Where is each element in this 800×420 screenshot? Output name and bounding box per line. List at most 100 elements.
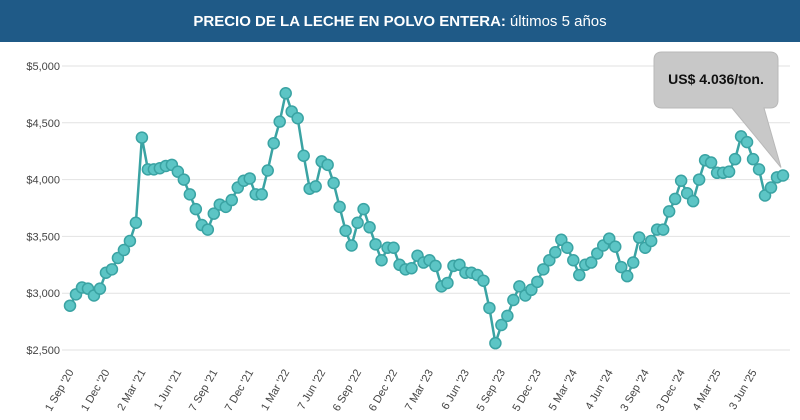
data-point [309,180,322,193]
data-point [279,87,292,100]
y-tick-label: $3,000 [26,288,60,300]
data-point [608,240,622,253]
data-point [225,193,239,207]
data-point [501,309,514,323]
data-point [189,202,203,216]
x-tick-label: 7 Sep '21 [187,368,220,414]
data-point [668,192,682,206]
data-point [537,263,550,276]
data-point [722,165,736,178]
x-tick-label: 4 Jun '24 [583,368,616,412]
data-point [345,239,358,252]
data-point [614,260,628,274]
data-point [357,202,370,216]
data-point [129,216,143,230]
x-tick-label: 7 Jun '22 [296,368,329,412]
data-point [375,254,388,267]
x-tick-label: 7 Dec '21 [223,368,256,414]
x-axis: 1 Sep '20 1 Dec '20 2 Mar '21 1 Jun '21 7 Se… [43,368,760,414]
y-tick-label: $2,500 [26,345,60,357]
data-point [644,234,658,248]
data-point [776,169,790,182]
series-markers [63,87,790,350]
data-point [105,263,119,276]
data-point [117,243,131,257]
data-point [363,221,376,234]
data-point [632,231,646,244]
data-point [704,156,718,169]
x-tick-label: 6 Dec '22 [367,368,400,414]
x-tick-label: 3 Dec '24 [654,368,687,414]
x-tick-label: 1 Mar '22 [259,368,292,413]
data-point [297,149,310,162]
callout-label: US$ 4.036/ton. [668,71,764,87]
data-point [489,336,502,350]
data-point [183,188,197,201]
x-tick-label: 7 Mar '23 [403,368,436,413]
data-point [291,112,304,125]
x-tick-label: 2 Mar '21 [115,368,148,413]
data-point [201,223,215,236]
callout-bubble [653,51,782,168]
chart-title-rest: últimos 5 años [509,12,607,30]
data-point [626,256,640,269]
data-point [686,194,700,208]
data-point [267,136,280,150]
grid-lines [62,65,790,351]
data-point [561,241,574,255]
x-tick-label: 1 Dec '20 [79,368,112,414]
data-point [656,223,670,236]
data-point [620,269,634,283]
data-point [585,256,598,269]
data-point [483,301,496,315]
data-point [573,268,586,282]
data-point [728,152,742,166]
data-point [123,234,137,248]
x-tick-label: 4 Mar '25 [691,368,724,413]
data-point [441,276,454,290]
data-point [692,173,706,186]
data-point [662,205,676,218]
data-point [255,188,268,201]
x-tick-label: 1 Jun '21 [152,368,185,412]
data-point [339,224,352,237]
x-tick-label: 3 Jun '25 [727,368,760,412]
x-tick-label: 5 Mar '24 [547,368,580,413]
data-point [135,131,149,144]
data-point [429,259,442,273]
data-point [507,293,520,307]
y-tick-label: $3,500 [26,231,60,243]
y-tick-label: $4,000 [26,175,60,187]
data-point [243,172,256,185]
x-tick-label: 5 Sep '23 [475,368,508,414]
data-point [63,299,77,312]
data-point [177,173,191,186]
data-point [746,152,760,166]
data-point [333,200,346,214]
data-point [764,181,778,194]
data-point [369,238,382,251]
x-tick-label: 1 Sep '20 [43,368,76,414]
data-point [567,254,580,267]
line-chart: $2,500 $3,000 $3,500 $4,000 $4,500 $5,000 1 S… [26,51,790,414]
data-point [387,241,400,255]
data-point [273,115,286,128]
series-line [68,88,784,344]
price-callout: US$ 4.036/ton. [653,51,782,168]
x-tick-label: 3 Sep '24 [618,368,651,414]
data-point [549,246,562,259]
y-axis: $2,500 $3,000 $3,500 $4,000 $4,500 $5,000 [26,61,60,357]
x-tick-label: 6 Jun '23 [439,368,472,412]
data-point [93,282,107,295]
chart-title-bold: PRECIO DE LA LECHE EN POLVO ENTERA: [193,12,506,30]
y-tick-label: $5,000 [26,61,60,73]
data-point [327,176,340,190]
x-tick-label: 5 Dec '23 [510,368,543,414]
data-point [351,216,364,230]
data-point [513,280,526,293]
data-point [674,174,688,187]
y-tick-label: $4,500 [26,118,60,130]
x-tick-label: 6 Sep '22 [331,368,364,414]
data-point [752,163,766,176]
data-point [261,164,274,177]
